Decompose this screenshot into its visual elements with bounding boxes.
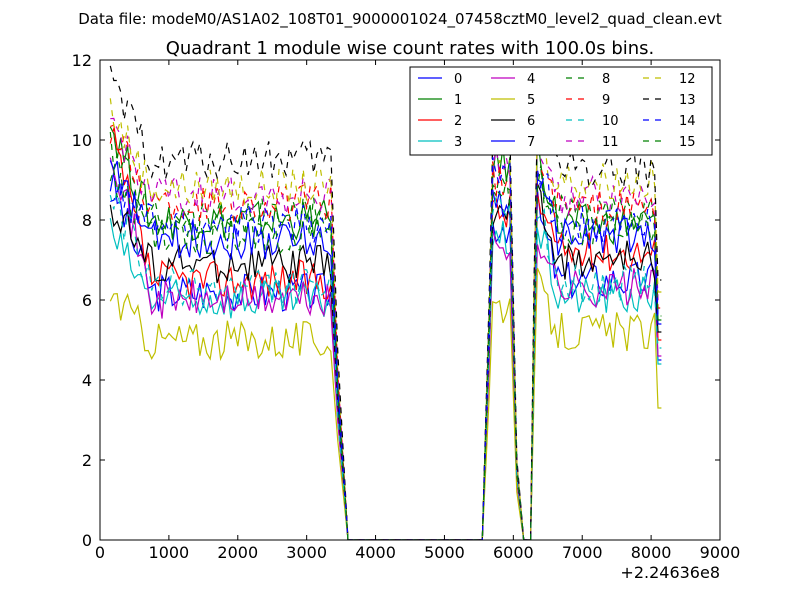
legend-label-12: 12 xyxy=(679,72,696,87)
plot-area: 0 1000 2000 3000 4000 5000 6000 7000 8000 9000 0 2… xyxy=(72,51,741,582)
legend-label-7: 7 xyxy=(527,135,535,150)
y-tick-label: 12 xyxy=(72,51,92,70)
legend-label-5: 5 xyxy=(527,93,535,108)
series-line-10 xyxy=(109,187,662,540)
x-tick-label: 5000 xyxy=(424,543,465,562)
legend-label-14: 14 xyxy=(679,114,696,129)
y-tick-label: 10 xyxy=(72,131,92,150)
legend-label-3: 3 xyxy=(454,135,462,150)
x-axis: 0 1000 2000 3000 4000 5000 6000 7000 8000 9000 xyxy=(95,60,740,562)
x-tick-label: 8000 xyxy=(631,543,672,562)
series-line-5 xyxy=(109,267,662,540)
series-line-9 xyxy=(109,128,662,540)
y-tick-label: 4 xyxy=(82,371,92,390)
legend-frame xyxy=(409,66,713,156)
series-layer xyxy=(109,65,662,540)
series-line-0 xyxy=(109,171,662,540)
chart-title: Quadrant 1 module wise count rates with … xyxy=(166,38,655,59)
y-tick-label: 0 xyxy=(82,531,92,550)
legend-label-6: 6 xyxy=(527,114,535,129)
series-line-15 xyxy=(109,164,662,540)
y-tick-label: 6 xyxy=(82,291,92,310)
legend-label-15: 15 xyxy=(679,135,696,150)
legend-label-1: 1 xyxy=(454,93,462,108)
x-tick-label: 9000 xyxy=(700,543,741,562)
series-line-11 xyxy=(110,117,662,540)
series-line-6 xyxy=(109,183,662,540)
series-line-4 xyxy=(109,157,662,540)
legend-label-8: 8 xyxy=(602,72,610,87)
x-tick-label: 2000 xyxy=(217,543,258,562)
legend-label-4: 4 xyxy=(527,72,535,87)
legend-label-9: 9 xyxy=(602,93,610,108)
x-tick-label: 7000 xyxy=(562,543,603,562)
y-tick-label: 2 xyxy=(82,451,92,470)
x-tick-label: 3000 xyxy=(286,543,327,562)
legend-label-0: 0 xyxy=(454,72,462,87)
legend-label-10: 10 xyxy=(602,114,619,129)
legend-label-11: 11 xyxy=(602,135,619,150)
figure-suptitle: Data file: modeM0/AS1A02_108T01_90000010… xyxy=(78,10,722,29)
y-tick-label: 8 xyxy=(82,211,92,230)
x-tick-label: 6000 xyxy=(493,543,534,562)
x-offset-label: +2.24636e8 xyxy=(620,563,720,582)
x-tick-label: 0 xyxy=(95,543,105,562)
series-line-14 xyxy=(110,156,662,540)
series-line-12 xyxy=(109,98,662,540)
legend-label-13: 13 xyxy=(679,93,696,108)
x-tick-label: 1000 xyxy=(149,543,190,562)
legend-label-2: 2 xyxy=(454,114,462,129)
x-tick-label: 4000 xyxy=(355,543,396,562)
series-line-8 xyxy=(109,131,662,540)
